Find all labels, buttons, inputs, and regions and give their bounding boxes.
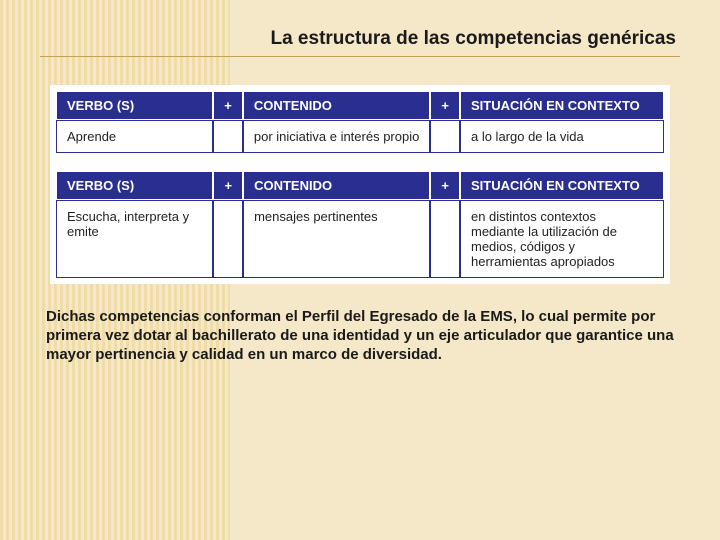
slide-content: La estructura de las competencias genéri… <box>0 0 720 364</box>
cell-plus <box>430 120 460 153</box>
header-plus-2: + <box>430 171 460 200</box>
cell-plus <box>430 200 460 278</box>
table-header-row: VERBO (S) + CONTENIDO + SITUACIÓN EN CON… <box>56 91 664 120</box>
header-plus-1: + <box>213 91 243 120</box>
cell-verbo: Aprende <box>56 120 213 153</box>
competency-table-1: VERBO (S) + CONTENIDO + SITUACIÓN EN CON… <box>56 91 664 153</box>
header-verbo: VERBO (S) <box>56 171 213 200</box>
header-contenido: CONTENIDO <box>243 91 431 120</box>
header-situacion: SITUACIÓN EN CONTEXTO <box>460 171 664 200</box>
page-title: La estructura de las competencias genéri… <box>40 28 680 57</box>
header-plus-2: + <box>430 91 460 120</box>
footer-paragraph: Dichas competencias conforman el Perfil … <box>40 308 680 364</box>
tables-container: VERBO (S) + CONTENIDO + SITUACIÓN EN CON… <box>50 85 670 284</box>
cell-contenido: por iniciativa e interés propio <box>243 120 431 153</box>
cell-plus <box>213 200 243 278</box>
competency-table-2: VERBO (S) + CONTENIDO + SITUACIÓN EN CON… <box>56 171 664 278</box>
cell-contenido: mensajes pertinentes <box>243 200 430 278</box>
cell-situacion: a lo largo de la vida <box>460 120 664 153</box>
table-row: Aprende por iniciativa e interés propio … <box>56 120 664 153</box>
header-situacion: SITUACIÓN EN CONTEXTO <box>460 91 664 120</box>
table-spacer <box>56 153 664 171</box>
table-row: Escucha, interpreta y emite mensajes per… <box>56 200 664 278</box>
header-contenido: CONTENIDO <box>243 171 430 200</box>
cell-plus <box>213 120 243 153</box>
cell-situacion: en distintos contextos mediante la utili… <box>460 200 664 278</box>
header-plus-1: + <box>213 171 243 200</box>
cell-verbo: Escucha, interpreta y emite <box>56 200 213 278</box>
header-verbo: VERBO (S) <box>56 91 213 120</box>
table-header-row: VERBO (S) + CONTENIDO + SITUACIÓN EN CON… <box>56 171 664 200</box>
